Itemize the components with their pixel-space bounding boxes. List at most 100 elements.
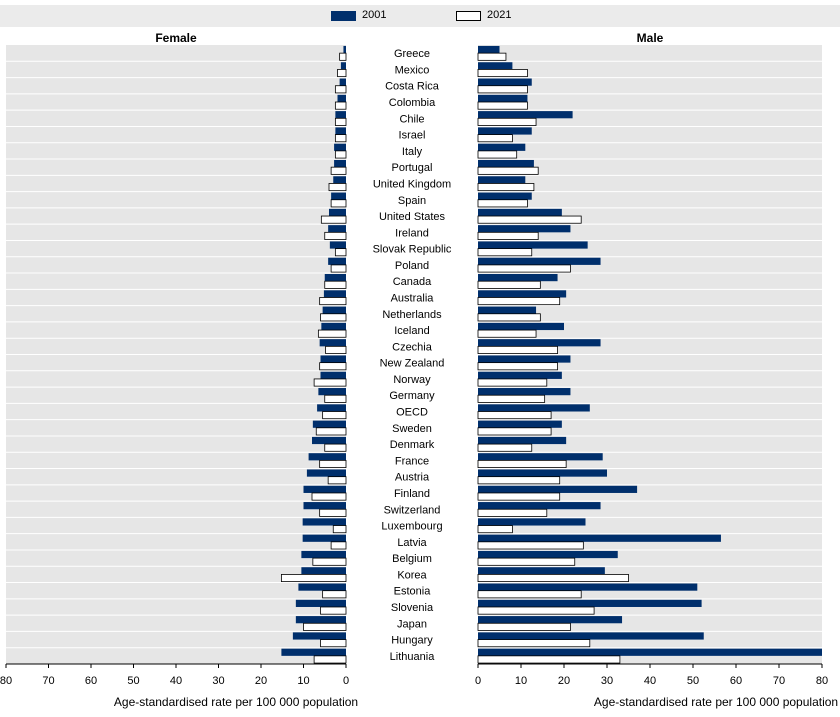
country-label-norway: Norway [393,374,431,386]
legend-swatch-2021 [456,11,481,21]
female-bar-2021-germany [324,394,347,403]
legend-label-2021: 2021 [487,9,512,21]
female-bar-2001-luxembourg [302,518,346,526]
male-bar-2001-latvia [478,534,721,542]
female-bar-2021-slovenia [320,606,347,615]
female-bar-2001-netherlands [322,306,346,314]
female-bar-2021-costa-rica [334,85,347,94]
male-bar-2001-norway [478,371,562,379]
male-bar-2001-australia [478,290,567,298]
male-bar-2001-oecd [478,404,590,412]
country-label-netherlands: Netherlands [382,309,442,321]
male-bar-2001-sweden [478,420,562,428]
female-bar-2001-finland [303,485,346,493]
male-bar-2021-oecd [477,411,552,420]
male-bar-2001-france [478,453,603,461]
male-bar-2021-greece [477,52,507,61]
female-bar-2021-belgium [312,557,347,566]
male-bar-2001-hungary [478,632,704,640]
female-x-tick-label: 10 [297,675,309,687]
female-x-tick-label: 0 [343,675,349,687]
female-bar-2001-united-kingdom [333,176,346,184]
female-panel: 80 70 60 50 40 30 20 10 0 Female Age-standardised … [0,31,358,709]
male-bar-2001-poland [478,257,601,265]
female-bar-2001-greece [343,45,346,54]
female-bar-2021-austria [327,476,347,485]
country-label-new-zealand: New Zealand [380,358,445,370]
female-bar-2021-mexico [337,69,347,78]
female-bar-2001-united-states [329,208,346,217]
female-bar-2021-united-kingdom [328,183,347,192]
female-bar-2021-france [319,459,347,468]
male-bar-2021-ireland [477,231,539,240]
male-x-tick-label: 50 [687,675,699,687]
male-bar-2021-germany [477,394,546,403]
male-bar-2001-korea [478,567,605,575]
male-bar-2001-chile [478,111,573,119]
female-bar-2021-latvia [330,541,347,550]
country-label-united-kingdom: United Kingdom [373,178,451,190]
male-bar-2001-spain [478,192,532,200]
female-bar-2001-hungary [292,632,346,640]
country-label-france: France [395,455,429,467]
country-label-switzerland: Switzerland [384,504,441,516]
country-label-chile: Chile [399,113,424,125]
female-bar-2001-estonia [298,583,346,591]
female-x-tick-label: 60 [85,675,97,687]
male-bar-2021-united-states [477,215,582,224]
female-x-tick-label: 30 [212,675,224,687]
country-label-colombia: Colombia [389,97,436,109]
female-bar-2001-iceland [321,322,346,331]
female-bar-2021-lithuania [313,655,347,664]
female-bar-2001-spain [331,192,346,200]
male-bar-2021-denmark [477,443,533,452]
country-label-greece: Greece [394,48,430,60]
male-bar-2021-netherlands [477,313,541,322]
male-bar-2001-colombia [478,94,528,103]
male-bar-2001-lithuania [478,648,822,656]
female-x-tick-label: 20 [255,675,267,687]
female-bar-2001-oecd [317,404,346,412]
male-panel: 0 10 20 30 40 50 60 70 80 Male Age-standardised ra… [475,31,838,709]
male-bar-2001-japan [478,616,623,624]
female-bar-2021-portugal [330,166,347,175]
male-bar-2021-israel [477,134,513,143]
female-bar-2021-australia [319,297,347,306]
male-bar-2001-netherlands [478,306,537,314]
country-label-slovak-republic: Slovak Republic [373,244,452,256]
female-bar-2001-france [308,453,346,461]
male-bar-2021-finland [477,492,561,501]
female-bar-2001-norway [320,371,346,379]
female-bar-2001-switzerland [303,502,346,510]
female-bar-2001-czechia [319,339,346,347]
male-bar-2001-israel [478,127,532,135]
female-bar-2021-finland [311,492,347,501]
female-panel-title: Female [155,31,197,45]
female-bar-2021-hungary [320,639,347,648]
female-bar-2001-canada [324,273,346,282]
country-label-costa-rica: Costa Rica [385,81,440,93]
male-bar-2021-iceland [477,329,537,338]
male-bar-2021-czechia [477,345,558,354]
male-bar-2001-czechia [478,339,601,347]
male-bar-2021-lithuania [477,655,621,664]
male-bar-2021-japan [477,622,571,631]
female-bar-2001-mexico [340,62,346,70]
male-bar-2021-norway [477,378,548,387]
male-x-tick-label: 70 [773,675,785,687]
country-label-czechia: Czechia [392,341,433,353]
female-bar-2001-sweden [312,420,346,428]
female-bar-2001-lithuania [281,648,346,656]
male-bar-2001-slovak-republic [478,241,588,249]
male-bar-2021-new-zealand [477,362,558,371]
country-label-luxembourg: Luxembourg [381,521,442,533]
female-bar-2001-slovenia [295,599,346,607]
female-bar-2001-latvia [302,534,346,542]
country-label-finland: Finland [394,488,430,500]
male-bar-2021-korea [477,574,629,583]
male-bar-2001-estonia [478,583,698,591]
female-bar-2021-estonia [322,590,347,599]
legend-swatch-2001 [331,11,356,21]
male-x-tick-label: 0 [475,675,481,687]
female-bar-2021-czechia [325,345,347,354]
